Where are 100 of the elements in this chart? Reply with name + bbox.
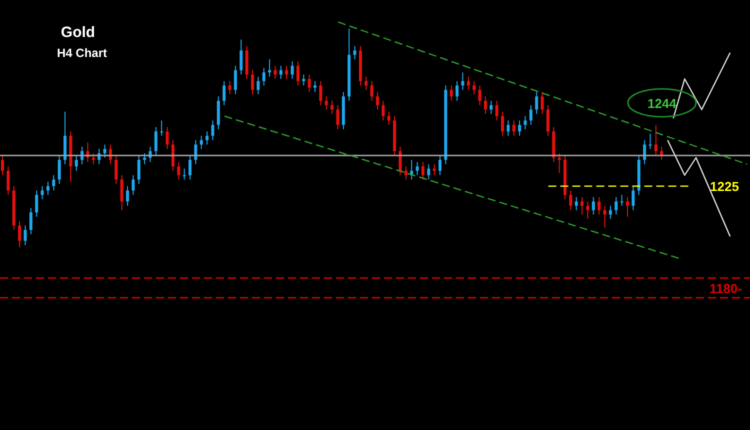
candlestick	[171, 140, 174, 172]
candlestick	[58, 154, 61, 184]
candlestick	[279, 65, 282, 80]
candlestick	[160, 120, 164, 136]
candlestick	[404, 166, 408, 180]
candlestick	[177, 162, 180, 180]
candlestick	[569, 190, 572, 211]
candlestick	[461, 72, 464, 90]
candlestick	[200, 135, 203, 150]
candlestick	[120, 174, 124, 211]
candlestick	[466, 76, 470, 90]
candlestick	[586, 200, 590, 220]
candlestick	[52, 174, 56, 191]
candlestick	[251, 70, 254, 95]
candlestick	[103, 144, 106, 158]
chart-title: Gold	[60, 24, 96, 41]
candlestick	[353, 46, 356, 60]
candlestick	[416, 162, 419, 176]
candlestick	[580, 196, 584, 216]
candlestick	[46, 181, 50, 196]
candlestick	[387, 111, 390, 126]
candlestick	[268, 58, 272, 78]
text: H4 Chart	[56, 46, 108, 60]
candlestick	[285, 65, 288, 80]
candlestick	[603, 205, 606, 228]
candlestick	[495, 100, 498, 121]
candlestick	[529, 104, 532, 126]
candlestick	[182, 168, 186, 180]
candlestick	[432, 164, 436, 176]
candlestick	[154, 126, 158, 156]
candlestick	[6, 166, 10, 196]
candlestick	[29, 208, 32, 235]
candlestick	[330, 100, 334, 114]
candlestick	[654, 124, 658, 156]
candlestick	[574, 196, 578, 211]
candlestick	[35, 190, 38, 218]
candlestick	[506, 120, 510, 136]
candlestick	[290, 60, 294, 80]
candlestick	[74, 154, 78, 172]
candlestick	[524, 116, 527, 130]
candlestick	[296, 60, 300, 86]
candlestick	[324, 96, 328, 110]
candlestick	[608, 205, 612, 220]
candlestick	[24, 225, 27, 246]
candlestick	[256, 76, 260, 95]
candlestick	[308, 74, 311, 93]
candlestick	[382, 100, 385, 121]
candlestick	[643, 140, 646, 165]
candlestick	[137, 154, 140, 184]
candlestick	[398, 146, 402, 176]
candlestick	[518, 120, 522, 136]
candlestick	[484, 96, 487, 114]
candlestick	[620, 194, 624, 206]
candlestick	[364, 76, 368, 90]
candlestick	[143, 152, 146, 165]
candlestick	[592, 196, 595, 216]
candlestick	[40, 186, 44, 200]
candlestick	[18, 220, 22, 248]
candlestick	[206, 130, 209, 146]
candlestick	[648, 133, 652, 150]
candlestick	[546, 104, 550, 136]
candlestick	[427, 164, 430, 180]
candlestick	[262, 67, 266, 86]
candlestick	[438, 154, 442, 176]
candlestick	[114, 154, 118, 184]
candlestick	[540, 92, 544, 114]
candlestick	[632, 186, 635, 211]
candlestick	[490, 100, 493, 114]
candlestick	[472, 80, 476, 95]
candlestick	[240, 39, 243, 76]
candlestick	[478, 84, 482, 106]
candlestick	[228, 80, 232, 95]
candlestick	[456, 80, 459, 102]
candlestick	[1, 154, 4, 176]
candlestick	[211, 120, 214, 141]
candlestick	[319, 80, 322, 106]
candlestick	[558, 152, 561, 174]
candlestick	[314, 80, 316, 93]
annotation: 1225	[710, 179, 739, 194]
candlestick	[166, 126, 169, 150]
candlestick	[92, 152, 95, 165]
candlestick	[222, 80, 226, 106]
candlestick	[194, 140, 198, 165]
candlestick	[512, 120, 516, 136]
candlestick	[501, 111, 504, 136]
candlestick	[421, 162, 424, 180]
text: 1180-	[709, 280, 742, 296]
candlestick	[336, 104, 340, 130]
candlestick	[376, 92, 379, 110]
candlestick	[626, 196, 629, 218]
candlestick	[302, 74, 306, 86]
candlestick	[126, 186, 129, 206]
candlestick	[598, 196, 601, 216]
candlestick	[450, 84, 453, 102]
candlestick	[535, 92, 538, 114]
candlestick	[274, 65, 277, 80]
annotation: 1244	[647, 96, 678, 111]
candlestick	[234, 65, 237, 95]
candlestick	[188, 154, 192, 180]
candlestick	[132, 174, 135, 196]
